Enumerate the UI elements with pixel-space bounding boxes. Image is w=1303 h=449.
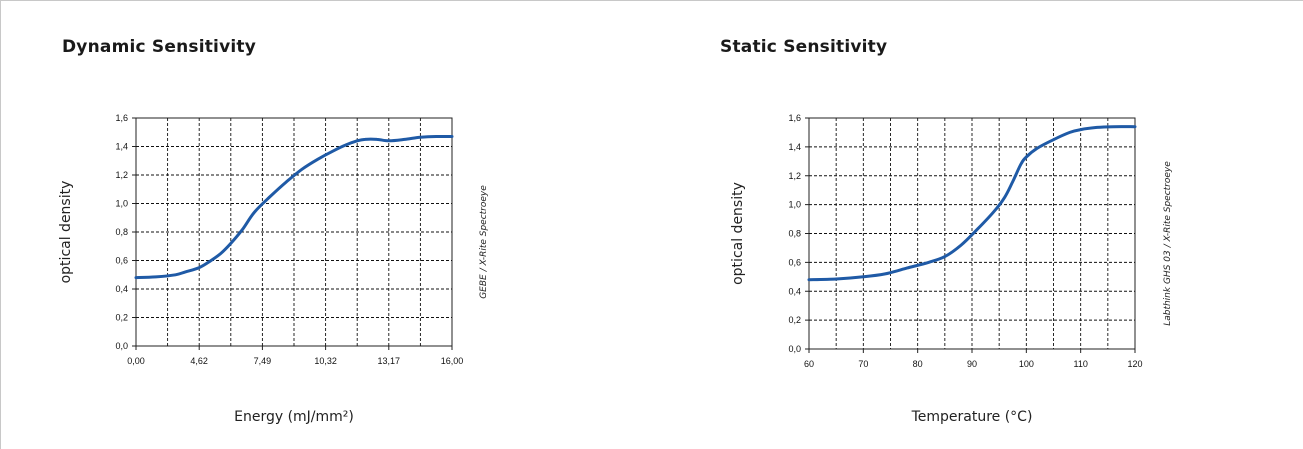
x-tick-label: 10,32 xyxy=(314,356,337,366)
x-tick-label: 120 xyxy=(1127,359,1142,369)
x-tick-label: 80 xyxy=(913,359,923,369)
x-tick-label: 70 xyxy=(858,359,868,369)
x-axis-label: Temperature (°C) xyxy=(911,409,1033,425)
y-tick-label: 0,8 xyxy=(115,227,128,237)
y-tick-label: 1,4 xyxy=(115,142,128,152)
y-tick-label: 1,6 xyxy=(788,113,801,123)
frame-border-left xyxy=(0,0,1,449)
y-axis-label: optical density xyxy=(730,182,746,285)
y-tick-label: 1,2 xyxy=(115,170,128,180)
chart-1: 0,0 0,2 0,4 0,6 0,8 1,0 1,2 1,4 1,6 60 70 80 90 100 11… xyxy=(730,113,1173,425)
y-tick-label: 1,4 xyxy=(788,142,801,152)
series-line xyxy=(134,134,454,280)
x-tick-label: 7,49 xyxy=(254,356,272,366)
y-tick-label: 1,6 xyxy=(115,113,128,123)
y-tick-label: 0,2 xyxy=(788,315,801,325)
y-tick-label: 0,8 xyxy=(788,229,801,239)
series-line xyxy=(807,125,1137,282)
y-axis-label: optical density xyxy=(58,181,74,284)
y-tick-label: 1,0 xyxy=(788,200,801,210)
chart-title-dynamic: Dynamic Sensitivity xyxy=(62,37,256,57)
x-tick-label: 110 xyxy=(1073,359,1087,369)
x-axis-label: Energy (mJ/mm²) xyxy=(234,409,354,425)
source-note: Labthink GHS 03 / X-Rite Spectroeye xyxy=(1163,161,1173,326)
source-note: GEBE / X-Rite Spectroeye xyxy=(479,185,489,299)
x-tick-label: 90 xyxy=(967,359,977,369)
chart-0: 0,0 0,2 0,4 0,6 0,8 1,0 1,2 1,4 1,6 0,00 4,62 7,49 1… xyxy=(58,113,489,425)
y-tick-label: 0,4 xyxy=(115,284,128,294)
y-tick-label: 1,2 xyxy=(788,171,801,181)
y-tick-label: 0,2 xyxy=(115,313,128,323)
x-tick-label: 13,17 xyxy=(378,356,401,366)
x-tick-label: 16,00 xyxy=(441,356,464,366)
x-tick-label: 0,00 xyxy=(127,356,145,366)
chart-title-static: Static Sensitivity xyxy=(720,37,888,57)
y-tick-label: 0,6 xyxy=(115,256,128,266)
y-tick-label: 1,0 xyxy=(115,199,128,209)
y-tick-label: 0,0 xyxy=(115,341,128,351)
frame-border-top xyxy=(0,0,1303,1)
x-tick-label: 4,62 xyxy=(190,356,208,366)
x-tick-label: 60 xyxy=(804,359,814,369)
x-tick-label: 100 xyxy=(1019,359,1034,369)
y-tick-label: 0,0 xyxy=(788,344,801,354)
y-tick-label: 0,4 xyxy=(788,286,801,296)
y-tick-label: 0,6 xyxy=(788,257,801,267)
